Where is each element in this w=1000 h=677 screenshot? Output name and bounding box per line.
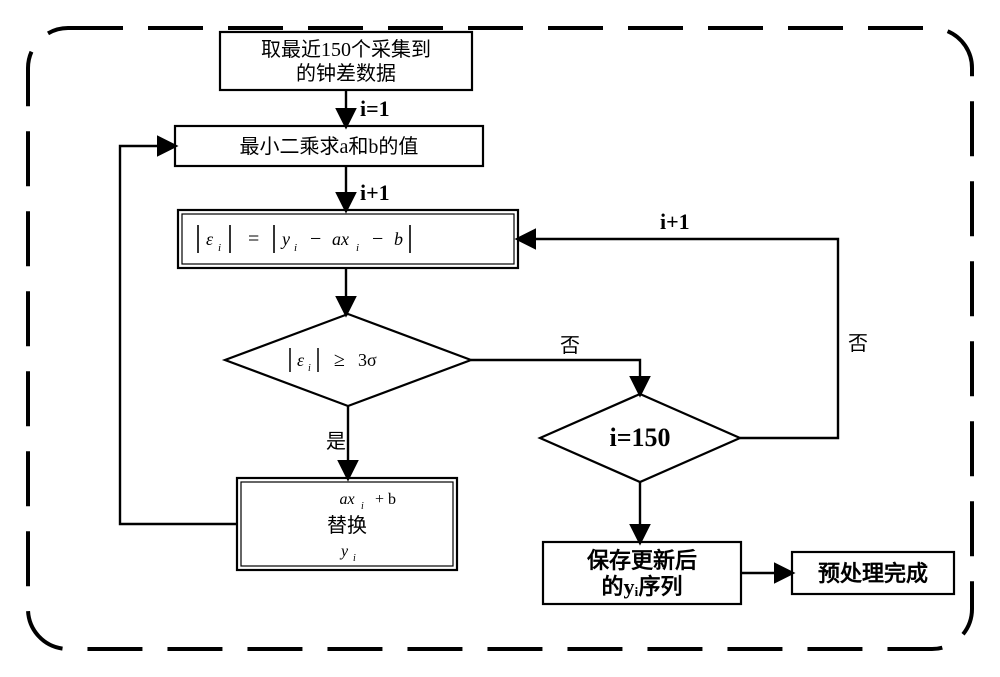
- svg-text:i: i: [361, 501, 364, 512]
- svg-text:取最近150个采集到: 取最近150个采集到: [261, 38, 431, 61]
- flow-box-n2: 最小二乘求a和b的值: [175, 126, 483, 166]
- svg-text:=: =: [248, 228, 259, 250]
- svg-text:+ b: + b: [375, 491, 396, 508]
- svg-text:i: i: [356, 242, 359, 254]
- svg-text:−: −: [310, 228, 321, 250]
- flow-box-n6: 预处理完成: [792, 552, 954, 594]
- edge-label: i+1: [660, 209, 690, 234]
- flow-box-n5: 保存更新后的yᵢ序列: [543, 542, 741, 604]
- svg-text:y: y: [339, 543, 349, 560]
- svg-text:i: i: [294, 242, 297, 254]
- flow-decision-d1: [225, 314, 471, 406]
- svg-text:i: i: [353, 553, 356, 564]
- edge-label: i+1: [360, 180, 390, 205]
- svg-text:3σ: 3σ: [358, 350, 377, 370]
- svg-text:y: y: [280, 229, 290, 249]
- edge-label: 是: [326, 431, 346, 453]
- edge-4: [471, 360, 640, 394]
- svg-text:预处理完成: 预处理完成: [818, 561, 928, 586]
- svg-text:的钟差数据: 的钟差数据: [296, 62, 396, 85]
- svg-text:i=150: i=150: [609, 423, 670, 452]
- edge-label: i=1: [360, 96, 390, 121]
- svg-text:≥: ≥: [334, 349, 345, 371]
- svg-text:ε: ε: [206, 229, 214, 249]
- svg-text:的yᵢ序列: 的yᵢ序列: [602, 574, 683, 599]
- svg-text:ε: ε: [297, 350, 305, 370]
- flow-box-n1: 取最近150个采集到的钟差数据: [220, 32, 472, 90]
- svg-text:i: i: [308, 363, 311, 374]
- edge-label: 否: [560, 335, 580, 357]
- svg-text:保存更新后: 保存更新后: [586, 548, 697, 573]
- svg-text:ax: ax: [332, 229, 349, 249]
- edge-8: [120, 146, 237, 524]
- edge-label: 否: [848, 333, 868, 355]
- flow-decision-d2: i=150: [540, 394, 740, 482]
- svg-text:最小二乘求a和b的值: 最小二乘求a和b的值: [240, 135, 419, 158]
- svg-text:ax: ax: [339, 491, 354, 508]
- svg-text:替换: 替换: [327, 514, 367, 537]
- svg-text:b: b: [394, 229, 403, 249]
- svg-text:−: −: [372, 228, 383, 250]
- svg-text:i: i: [218, 242, 221, 254]
